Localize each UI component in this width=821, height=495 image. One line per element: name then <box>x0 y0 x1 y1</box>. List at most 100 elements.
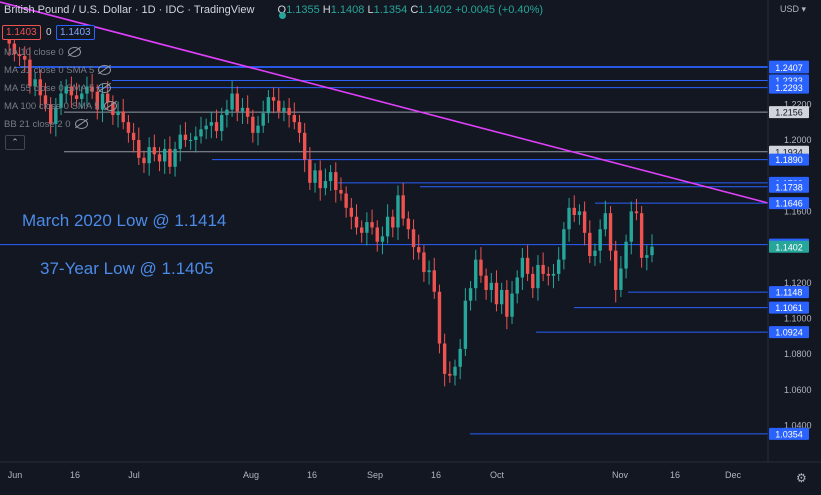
candle <box>468 281 473 311</box>
gear-icon[interactable]: ⚙ <box>796 471 807 485</box>
candle <box>334 162 338 203</box>
x-tick-label: Oct <box>490 470 505 480</box>
candle <box>323 168 328 196</box>
candle <box>442 333 447 387</box>
candle <box>277 88 281 119</box>
candle <box>608 206 613 261</box>
hidden-eye-icon[interactable] <box>74 119 88 130</box>
candle <box>271 87 276 114</box>
candle <box>588 220 592 264</box>
sell-price-button[interactable]: 1.1403 <box>2 25 41 40</box>
indicator-ma100[interactable]: MA 100 close 0 SMA 5 <box>4 101 117 112</box>
chart-header: British Pound / U.S. Dollar · 1D · IDC ·… <box>4 4 544 19</box>
candle <box>536 255 540 301</box>
candle <box>131 123 136 153</box>
annotation-march-low: March 2020 Low @ 1.1414 <box>22 211 227 230</box>
candle <box>90 73 94 99</box>
candle <box>302 123 307 173</box>
y-tick-label: 1.1600 <box>784 206 812 216</box>
candle <box>80 86 84 109</box>
trend-line[interactable] <box>0 1 769 204</box>
candle <box>74 82 79 107</box>
candle <box>629 201 633 255</box>
symbol-title[interactable]: British Pound / U.S. Dollar · 1D · IDC ·… <box>4 4 255 16</box>
indicator-ma55[interactable]: MA 55 close 0 SMA 5 <box>4 83 112 94</box>
hidden-eye-icon[interactable] <box>98 83 112 94</box>
candle <box>17 47 22 66</box>
hidden-eye-icon[interactable] <box>98 65 112 76</box>
ohlc-readout: O1.1355 H1.1408 L1.1354 C1.1402 +0.0045 … <box>277 4 544 16</box>
candle <box>645 245 649 271</box>
indicator-ma10[interactable]: MA 10 close 0 <box>4 47 81 58</box>
candle <box>157 147 162 172</box>
hidden-eye-icon[interactable] <box>103 101 117 112</box>
candle <box>318 160 322 201</box>
hidden-eye-icon[interactable] <box>67 47 81 58</box>
candle <box>603 200 608 237</box>
price-label: 1.1148 <box>769 286 809 299</box>
candle <box>463 288 468 357</box>
svg-text:1.1934: 1.1934 <box>775 147 803 157</box>
candle <box>328 164 333 191</box>
candle <box>235 86 239 122</box>
candle <box>432 257 436 299</box>
candle <box>48 97 53 134</box>
candle <box>225 99 229 128</box>
candle <box>417 234 421 260</box>
candle <box>406 211 411 240</box>
y-tick-label: 1.2000 <box>784 135 812 145</box>
collapse-indicators-button[interactable]: ⌃ <box>5 135 25 150</box>
change-readout: +0.0045 (+0.40%) <box>454 4 544 16</box>
indicator-bb21[interactable]: BB 21 close 2 0 <box>4 119 88 130</box>
x-tick-label: 16 <box>670 470 680 480</box>
candle <box>639 206 644 268</box>
svg-text:1.1646: 1.1646 <box>775 199 803 209</box>
candle <box>178 124 182 162</box>
candle <box>152 134 157 162</box>
candle <box>437 284 442 354</box>
candle <box>624 234 628 279</box>
price-label: 1.1738 <box>769 180 809 193</box>
candle <box>85 76 89 107</box>
svg-text:1.2156: 1.2156 <box>775 108 803 118</box>
candle <box>354 204 359 235</box>
candle <box>562 222 566 270</box>
candle <box>411 219 416 260</box>
currency-selector[interactable]: USD ▾ <box>780 4 807 14</box>
candle <box>214 109 219 139</box>
candle <box>546 266 551 286</box>
candle <box>38 69 42 108</box>
candle <box>33 72 37 97</box>
x-tick-label: 16 <box>431 470 441 480</box>
y-tick-label: 1.0800 <box>784 349 812 359</box>
candle <box>577 204 582 225</box>
candle <box>422 245 426 282</box>
candle <box>266 89 271 124</box>
svg-text:1.1402: 1.1402 <box>775 242 803 252</box>
candle <box>282 100 286 122</box>
candle <box>484 268 488 300</box>
indicator-ma21[interactable]: MA 21 close 0 SMA 5 <box>4 65 112 76</box>
svg-text:1.1061: 1.1061 <box>775 303 803 313</box>
candle <box>54 98 58 137</box>
candle <box>385 204 390 244</box>
y-tick-label: 1.2200 <box>784 99 812 109</box>
x-tick-label: Jul <box>128 470 140 480</box>
candle <box>43 82 48 112</box>
candle <box>292 102 297 130</box>
svg-text:1.2293: 1.2293 <box>775 83 803 93</box>
candle <box>168 136 172 174</box>
candle <box>494 270 499 312</box>
candle <box>499 282 504 315</box>
candle <box>23 46 27 73</box>
candle <box>567 198 571 242</box>
x-tick-label: 16 <box>307 470 317 480</box>
candle <box>375 220 379 252</box>
candle <box>59 81 63 115</box>
buy-price-button[interactable]: 1.1403 <box>56 25 95 40</box>
candle <box>245 95 250 124</box>
candle <box>380 226 385 255</box>
x-tick-label: Jun <box>8 470 23 480</box>
